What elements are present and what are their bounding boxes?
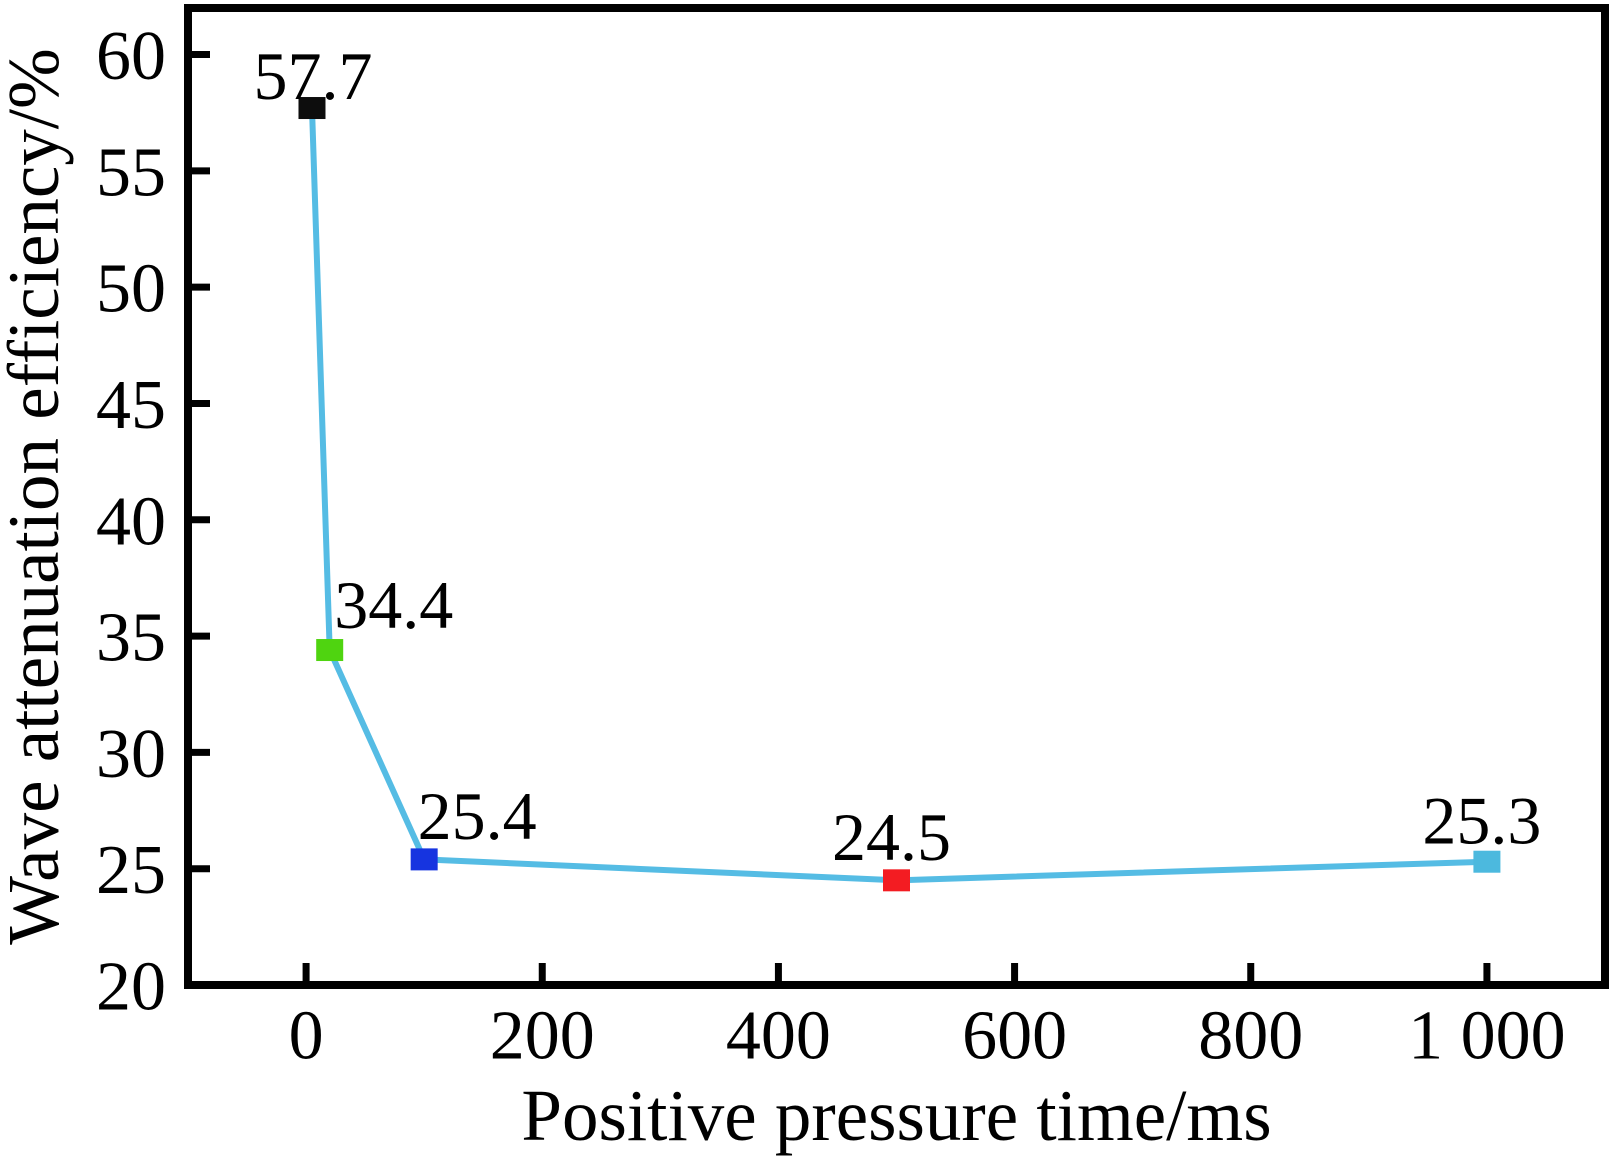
x-axis-tick-label: 400 — [726, 998, 831, 1075]
data-point-label: 25.4 — [418, 778, 537, 854]
y-axis-tick-label: 30 — [96, 716, 166, 793]
y-axis-tick-label: 40 — [96, 483, 166, 560]
y-axis-tick-label: 50 — [96, 251, 166, 328]
x-axis-tick-label: 600 — [962, 998, 1067, 1075]
data-point-label: 34.4 — [334, 567, 453, 643]
y-axis-tick-label: 20 — [96, 949, 166, 1026]
x-axis-title: Positive pressure time/ms — [521, 1075, 1271, 1156]
data-point-marker — [298, 97, 326, 120]
data-point-marker — [316, 639, 344, 662]
y-axis-tick-label: 60 — [96, 18, 166, 95]
y-axis-tick-label: 25 — [96, 832, 166, 909]
y-axis-tick-label: 55 — [96, 134, 166, 211]
data-point-label: 57.7 — [253, 38, 372, 114]
x-axis-tick-label: 800 — [1198, 998, 1303, 1075]
data-point-marker — [1473, 850, 1501, 873]
y-axis-title: Wave attenuation efficiency/% — [0, 48, 74, 945]
data-point-label: 24.5 — [832, 799, 951, 875]
plot-border — [184, 4, 1609, 989]
data-point-marker — [410, 848, 438, 871]
y-axis-tick-label: 45 — [96, 367, 166, 444]
data-point-marker — [883, 869, 910, 892]
x-axis-tick-label: 0 — [289, 998, 324, 1075]
x-axis-tick-label: 1 000 — [1408, 998, 1566, 1075]
data-line — [308, 105, 1490, 884]
x-axis-tick-label: 200 — [490, 998, 595, 1075]
data-point-label: 25.3 — [1422, 783, 1541, 859]
y-axis-tick-label: 35 — [96, 600, 166, 677]
